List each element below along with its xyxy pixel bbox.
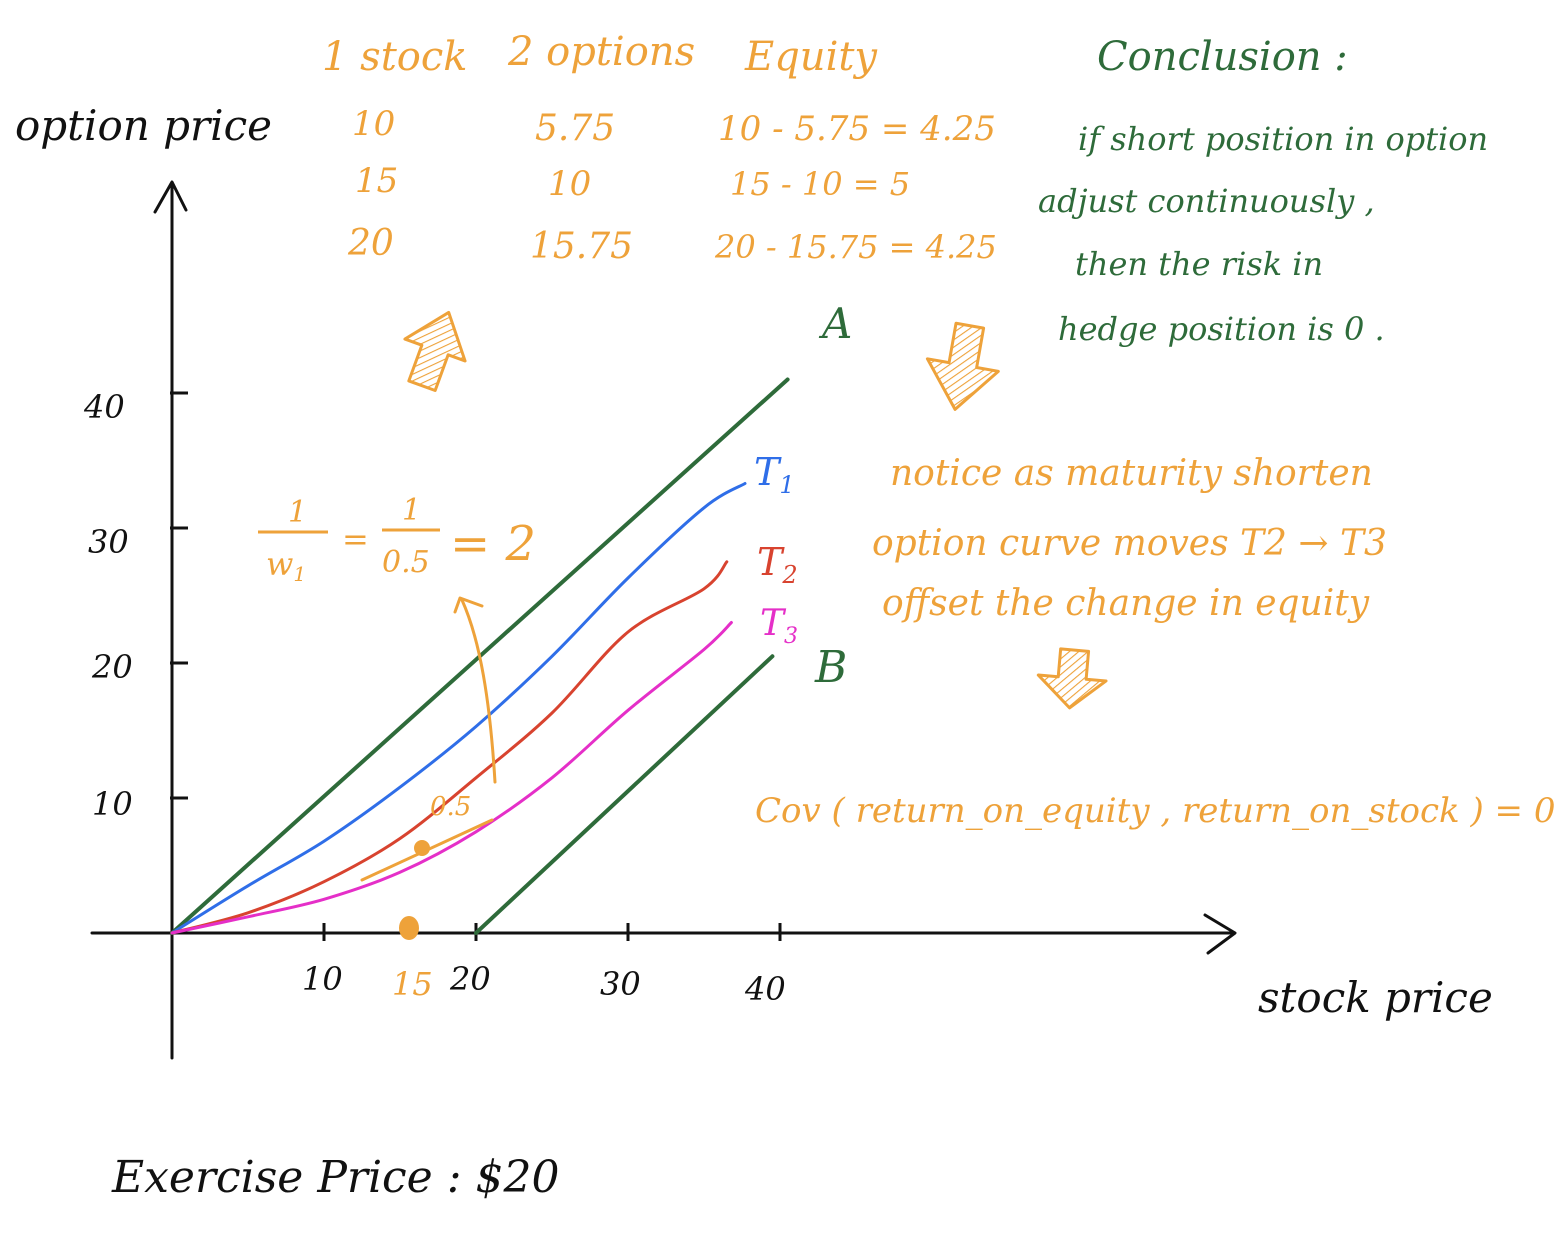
y-tick-label-20: 20 [91, 648, 133, 686]
slope-arrowhead [453, 596, 484, 614]
axes [90, 180, 1237, 1060]
y-axis-label: option price [15, 101, 272, 150]
maturity-line-2: option curve moves T2 → T3 [872, 523, 1387, 564]
ratio-formula: 1 w1 = 1 0.5 = 2 [258, 493, 536, 586]
y-tick-label-30: 30 [88, 523, 129, 561]
table-cell-r3-stock: 20 [347, 223, 394, 264]
hedge-table: 1 stock 2 options Equity 10 5.75 10 - 5.… [322, 29, 997, 267]
tick-marks [170, 391, 782, 941]
ratio-numerator-1: 1 [288, 495, 307, 530]
series-t1-line [170, 482, 747, 935]
table-cell-r2-stock: 15 [355, 161, 398, 201]
maturity-line-3: offset the change in equity [882, 583, 1370, 624]
y-tick-label-40: 40 [83, 388, 125, 426]
ratio-result: = 2 [450, 516, 536, 572]
table-cell-r3-options: 15.75 [530, 226, 633, 267]
t2-label: T2 [757, 540, 798, 589]
conclusion-line-3: then the risk in [1075, 245, 1323, 283]
conclusion-line-2: adjust continuously , [1038, 182, 1375, 220]
table-header-equity: Equity [744, 34, 878, 80]
x-tick-label-20: 20 [449, 960, 491, 998]
x-tick-label-30: 30 [600, 965, 641, 1003]
conclusion-title: Conclusion : [1097, 34, 1348, 80]
table-cell-r1-stock: 10 [352, 104, 395, 144]
t3-label: T3 [760, 603, 798, 649]
ratio-denominator-1: w1 [266, 545, 306, 586]
conclusion-notes: Conclusion : if short position in option… [1038, 34, 1488, 348]
x-axis-arrowhead [1203, 913, 1237, 955]
ratio-denominator-2: 0.5 [382, 545, 430, 580]
conclusion-line-1: if short position in option [1078, 120, 1488, 158]
line-b-label: B [814, 642, 847, 693]
stock-15-point [399, 916, 419, 940]
table-cell-r2-equity: 15 - 10 = 5 [730, 165, 910, 203]
y-axis-arrowhead [153, 180, 188, 214]
table-header-options: 2 options [507, 29, 695, 75]
table-cell-r1-equity: 10 - 5.75 = 4.25 [718, 109, 996, 149]
x-tick-label-10: 10 [302, 960, 343, 998]
x-tick-label-15: 15 [392, 965, 433, 1003]
maturity-line-1: notice as maturity shorten [890, 453, 1373, 494]
y-tick-label-10: 10 [92, 785, 133, 823]
x-axis-label: stock price [1258, 973, 1493, 1022]
table-cell-r2-options: 10 [548, 164, 591, 204]
series-b-line [474, 654, 775, 935]
down-arrow-icon-1 [925, 321, 1000, 411]
x-tick-label-40: 40 [744, 970, 786, 1008]
maturity-notes: notice as maturity shorten option curve … [872, 453, 1387, 624]
covariance-note: Cov ( return_on_equity , return_on_stock… [755, 791, 1554, 831]
slope-arrow [460, 598, 497, 784]
tangent-point [414, 840, 430, 856]
series-t2-line [170, 560, 729, 935]
exercise-price-note: Exercise Price : $20 [111, 1152, 560, 1203]
slope-label: 0.5 [430, 792, 471, 822]
table-cell-r1-options: 5.75 [535, 108, 615, 149]
table-header-stock: 1 stock [322, 34, 468, 80]
line-a-label: A [818, 299, 852, 348]
ratio-numerator-2: 1 [402, 493, 421, 528]
ratio-equals-1: = [342, 520, 369, 558]
down-arrow-icon-2 [1036, 647, 1108, 710]
conclusion-line-4: hedge position is 0 . [1058, 310, 1385, 348]
table-cell-r3-equity: 20 - 15.75 = 4.25 [714, 228, 997, 266]
t1-label: T1 [754, 450, 795, 499]
up-arrow-icon [403, 310, 467, 392]
series-t3-line [170, 621, 733, 935]
